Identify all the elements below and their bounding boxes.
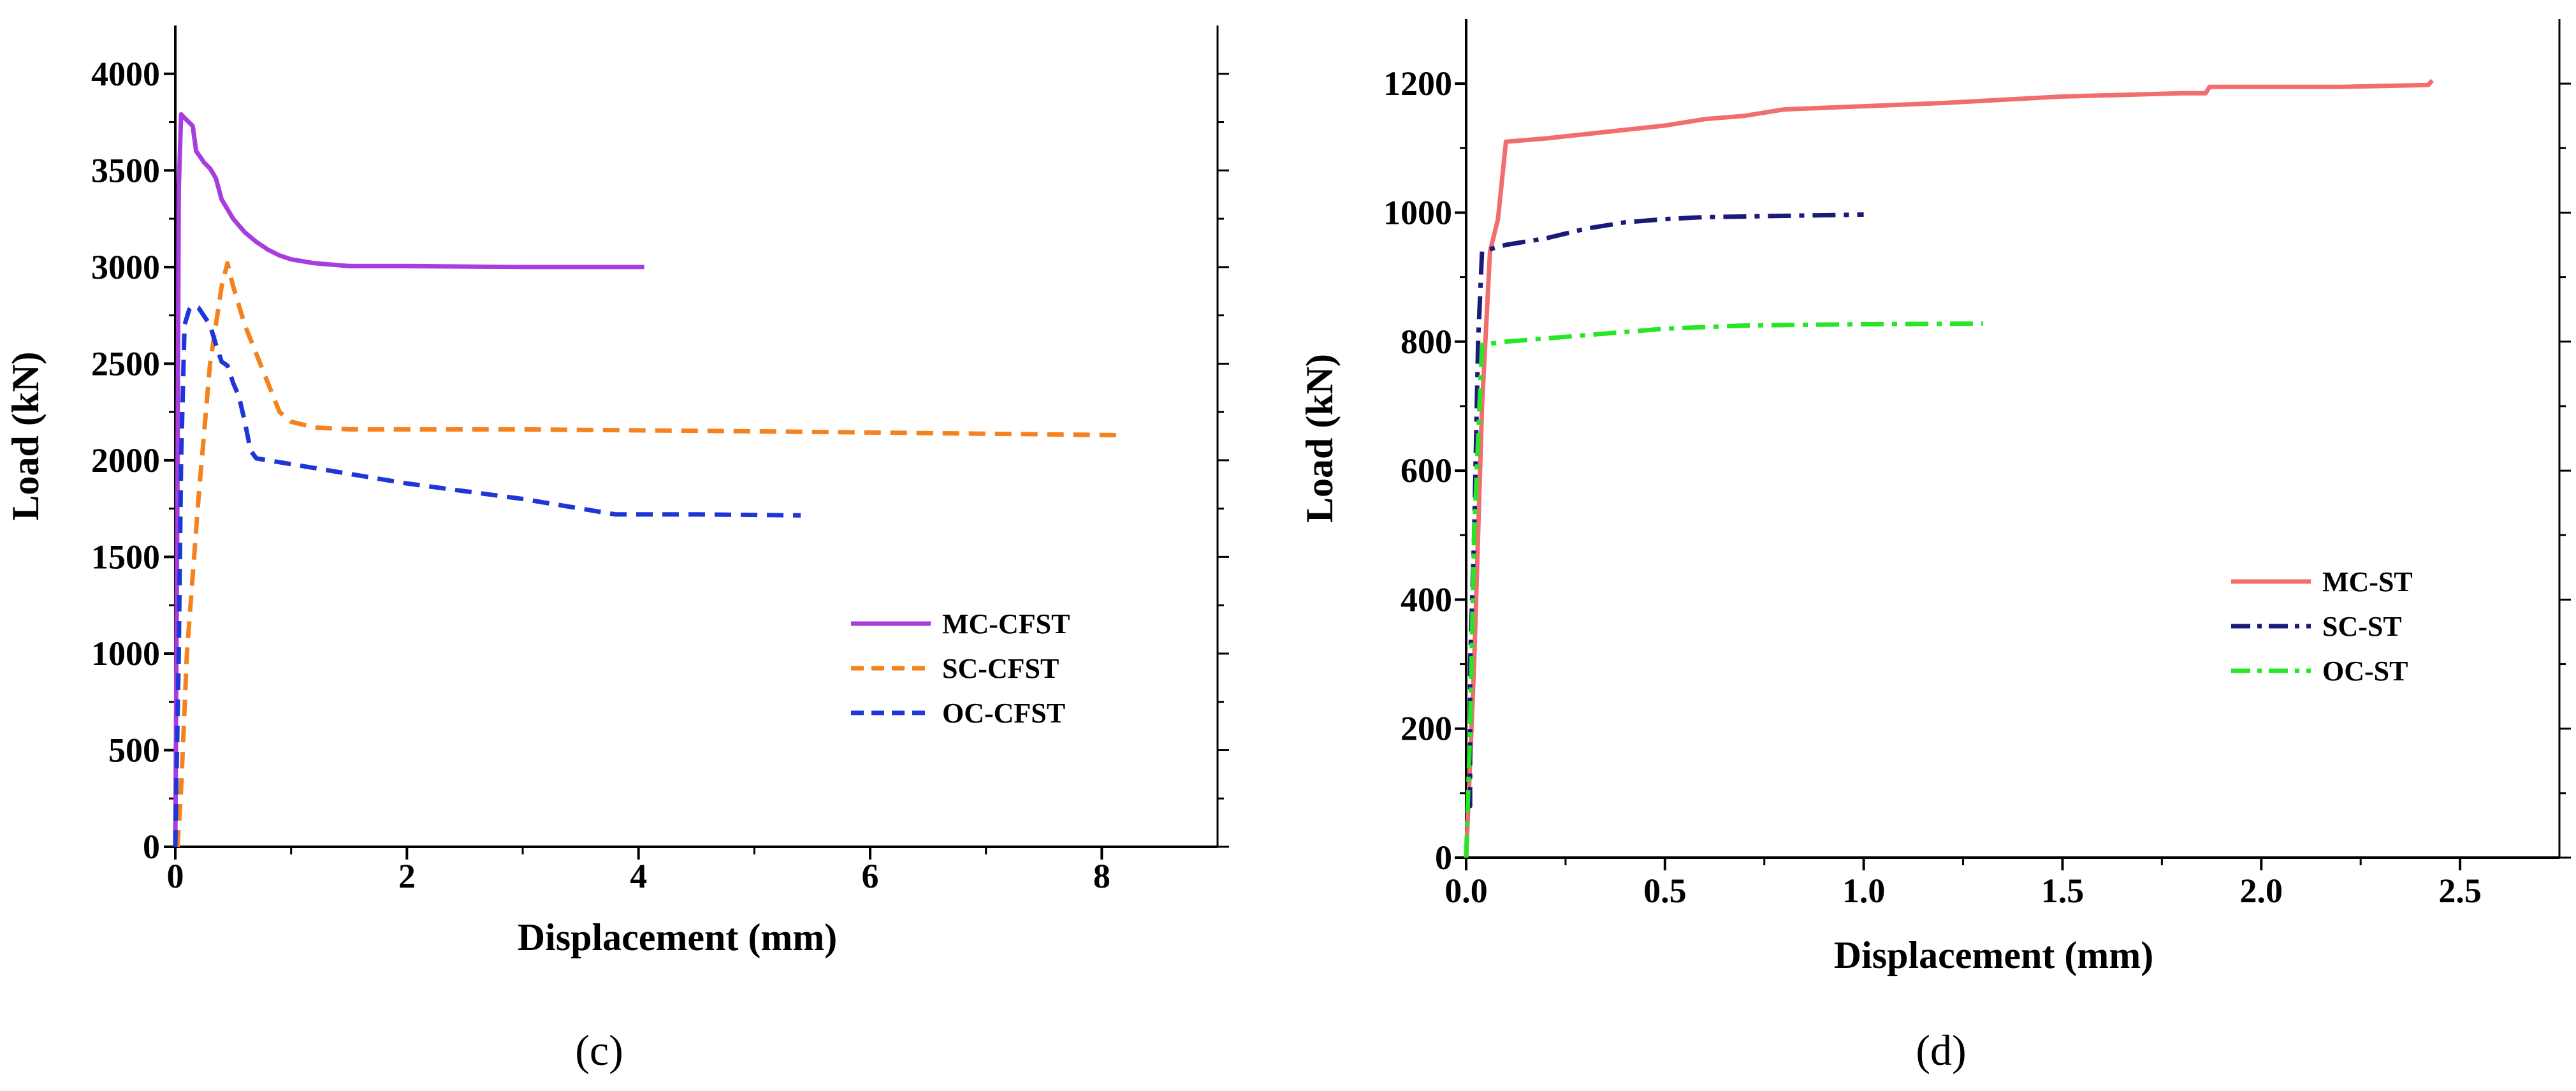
legend-label-oc-st: OC-ST [2322,655,2408,687]
legend-label-mc-cfst: MC-CFST [942,608,1070,640]
panel-label-c: (c) [575,1026,623,1074]
legend-label-sc-cfst: SC-CFST [942,653,1059,684]
y-tick-label-c: 2500 [91,344,160,383]
y-tick-label-c: 2000 [91,441,160,480]
y-tick-label-d: 400 [1401,580,1452,619]
x-axis-title-d: Displacement (mm) [1834,934,2154,976]
series-line-mc-cfst [173,112,644,847]
y-tick-label-c: 4000 [91,55,160,93]
y-tick-label-c: 1000 [91,634,160,673]
x-tick-label-c: 0 [167,857,184,895]
y-tick-label-c: 1500 [91,538,160,576]
y-tick-label-d: 800 [1401,323,1452,361]
legend-label-oc-cfst: OC-CFST [942,698,1065,729]
x-tick-label-c: 6 [862,857,879,895]
x-tick-label-d: 2.0 [2240,872,2283,910]
x-tick-label-c: 8 [1093,857,1110,895]
x-tick-label-d: 0.0 [1444,872,1488,910]
x-axis-title-c: Displacement (mm) [518,916,838,958]
y-tick-label-d: 600 [1401,451,1452,490]
chart-panel-c: 0 500 1000 1500 2000 2500 3000 3500 4000 0 2 4 6 8 Loa… [4,26,1229,1074]
series-line-oc-st [1464,321,1983,858]
series-line-sc-cfst [175,261,1125,847]
y-tick-label-c: 500 [108,731,160,769]
x-tick-label-d: 0.5 [1643,872,1687,910]
y-tick-label-d: 1200 [1383,64,1452,103]
y-axis-title-c: Load (kN) [4,351,47,520]
x-tick-label-c: 2 [398,857,416,895]
x-tick-label-d: 2.5 [2438,872,2482,910]
x-tick-label-d: 1.5 [2041,872,2085,910]
series-line-oc-cfst [173,303,801,847]
y-tick-label-d: 1000 [1383,193,1452,231]
y-axis-title-d: Load (kN) [1299,354,1341,523]
y-tick-label-c: 3500 [91,151,160,189]
legend-label-mc-st: MC-ST [2322,566,2413,597]
chart-panel-d: 0 200 400 600 800 1000 1200 0.0 0.5 1.0 1.5 2.0 2.5 L… [1299,19,2571,1074]
series-line-sc-st [1466,212,1864,809]
y-tick-label-c: 0 [143,828,160,866]
legend-label-sc-st: SC-ST [2322,611,2402,642]
y-tick-label-d: 200 [1401,710,1452,748]
y-tick-label-d: 0 [1435,838,1452,877]
panel-label-d: (d) [1916,1026,1966,1074]
x-tick-label-c: 4 [630,857,647,895]
x-tick-label-d: 1.0 [1842,872,1886,910]
y-tick-label-c: 3000 [91,248,160,286]
series-line-mc-st [1464,78,2434,858]
